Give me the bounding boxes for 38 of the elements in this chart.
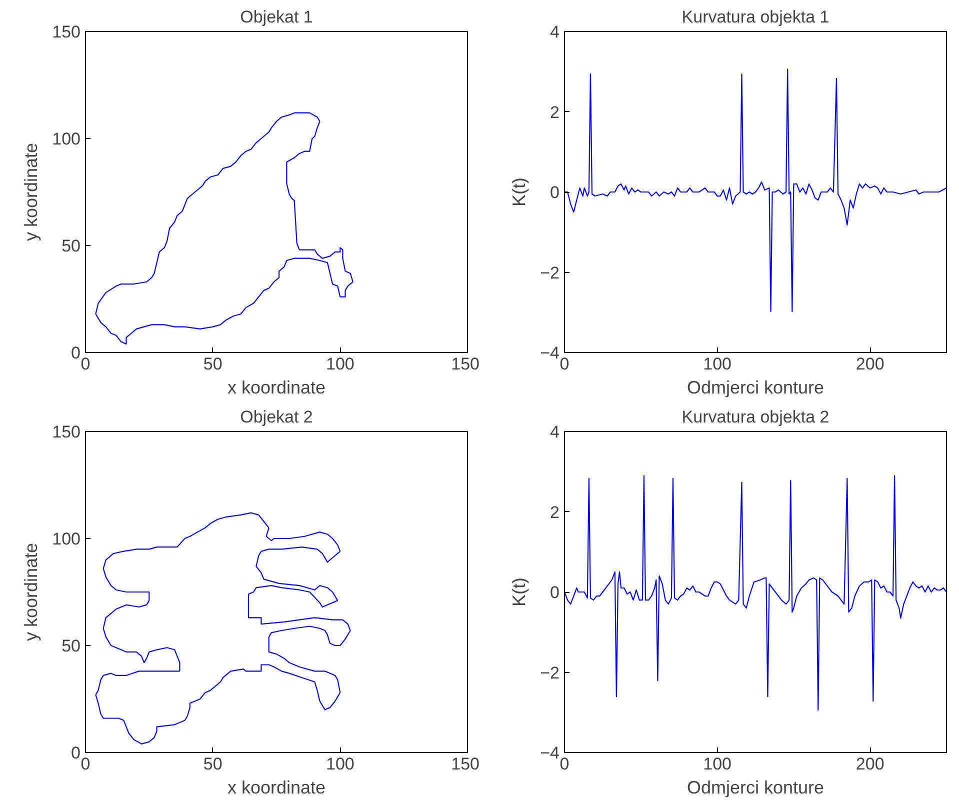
y-tick-label: −4: [540, 344, 560, 362]
y-tick-label: −2: [540, 263, 560, 282]
x-tick-label: 100: [326, 754, 354, 774]
x-tick-label: 50: [203, 754, 222, 774]
x-axis-title: x koordinate: [227, 778, 326, 798]
y-tick-label: 4: [550, 422, 560, 442]
y-axis-title: K(t): [509, 178, 530, 206]
y-tick-label: 2: [550, 502, 560, 522]
y-tick-label: 50: [62, 236, 81, 256]
x-tick-label: 100: [703, 754, 732, 774]
y-tick-label: 2: [550, 102, 560, 122]
y-axis-title: y koordinate: [21, 542, 42, 642]
y-tick-label: −4: [540, 744, 560, 762]
x-tick-label: 150: [451, 754, 480, 774]
y-tick-label: 150: [52, 422, 81, 442]
y-axis-title: K(t): [509, 578, 530, 606]
x-tick-label: 150: [451, 354, 480, 374]
y-tick-label: 0: [550, 183, 560, 202]
y-tick-label: 100: [52, 130, 81, 148]
x-tick-label: 200: [856, 354, 884, 374]
y-axis-title: y koordinate: [21, 142, 42, 242]
y-tick-label: 150: [52, 22, 81, 42]
x-axis-title: x koordinate: [227, 378, 326, 398]
y-tick-label: 0: [550, 583, 560, 602]
chart-title: Objekat 2: [240, 408, 313, 426]
chart-title: Kurvatura objekta 1: [682, 8, 830, 26]
x-tick-label: 100: [703, 354, 732, 374]
y-tick-label: 50: [62, 636, 81, 656]
x-axis-title: Odmjerci konture: [686, 778, 824, 798]
chart-title: Kurvatura objekta 2: [682, 408, 830, 426]
y-tick-label: 100: [52, 530, 81, 548]
chart-title: Objekat 1: [240, 8, 313, 26]
x-tick-label: 50: [203, 354, 222, 374]
y-tick-label: 4: [550, 22, 560, 42]
x-axis-title: Odmjerci konture: [686, 378, 824, 398]
x-tick-label: 200: [856, 754, 884, 774]
x-tick-label: 100: [326, 354, 354, 374]
y-tick-label: −2: [540, 663, 560, 682]
